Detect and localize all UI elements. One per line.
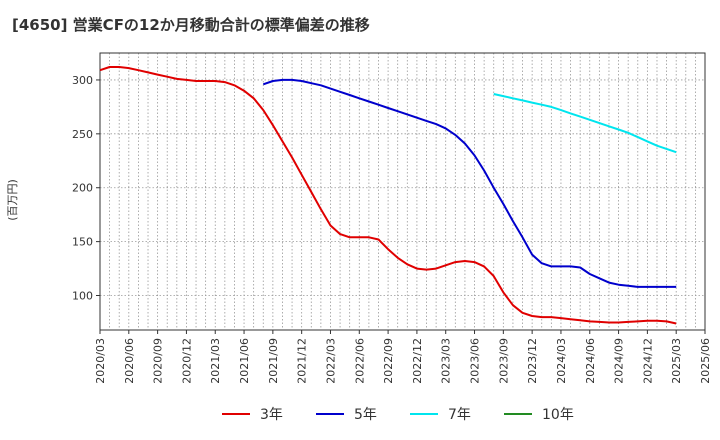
x-tick-label: 2020/12 [180,338,193,384]
x-tick-label: 2022/12 [411,338,424,384]
x-tick-label: 2023/12 [526,338,539,384]
legend-label: 3年 [260,407,283,423]
y-axis-ticks: 100 150 200 250 300 [72,74,100,303]
x-tick-label: 2023/09 [497,338,510,384]
legend: 3年 5年 7年 10年 [222,407,574,423]
x-tick-label: 2021/06 [238,338,251,384]
x-tick-label: 2020/06 [123,338,136,384]
legend-label: 10年 [542,407,574,423]
legend-label: 5年 [354,407,377,423]
x-tick-label: 2024/12 [641,338,654,384]
x-tick-label: 2022/03 [324,338,337,384]
x-axis-ticks: 2020/03 2020/06 2020/09 2020/12 2021/03 2021/… [94,330,712,384]
x-tick-label: 2021/12 [296,338,309,384]
x-tick-label: 2022/06 [353,338,366,384]
x-tick-label: 2024/03 [555,338,568,384]
series-line-2 [493,93,677,154]
series-layer [99,66,677,325]
plot-frame [99,52,706,331]
x-tick-label: 2023/03 [440,338,453,384]
y-tick-label: 250 [72,128,93,141]
x-tick-label: 2024/06 [584,338,597,384]
x-tick-label: 2022/09 [382,338,395,384]
x-tick-label: 2021/03 [209,338,222,384]
y-tick-label: 100 [72,290,93,303]
y-tick-label: 300 [72,74,93,87]
y-tick-label: 200 [72,182,93,195]
x-tick-label: 2020/03 [94,338,107,384]
x-tick-label: 2023/06 [469,338,482,384]
series-line-0 [99,66,677,325]
x-tick-label: 2025/06 [699,338,712,384]
x-tick-label: 2020/09 [152,338,165,384]
series-line-1 [262,78,677,288]
x-tick-label: 2025/03 [670,338,683,384]
chart-title: [4650] 営業CFの12か月移動合計の標準偏差の推移 [12,16,370,34]
legend-label: 7年 [448,407,471,423]
y-tick-label: 150 [72,236,93,249]
grid-layer [100,53,705,330]
x-tick-label: 2021/09 [267,338,280,384]
x-tick-label: 2024/09 [613,338,626,384]
y-axis-label: (百万円) [6,179,19,221]
